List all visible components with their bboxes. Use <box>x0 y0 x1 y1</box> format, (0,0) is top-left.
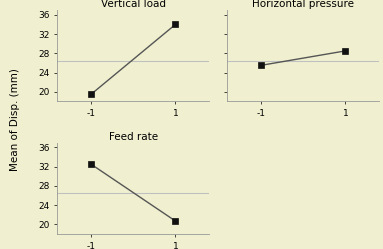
Title: Horizontal pressure: Horizontal pressure <box>252 0 354 9</box>
Title: Feed rate: Feed rate <box>109 132 158 142</box>
Title: Vertical load: Vertical load <box>101 0 166 9</box>
Text: Mean of Disp. (mm): Mean of Disp. (mm) <box>10 68 20 171</box>
